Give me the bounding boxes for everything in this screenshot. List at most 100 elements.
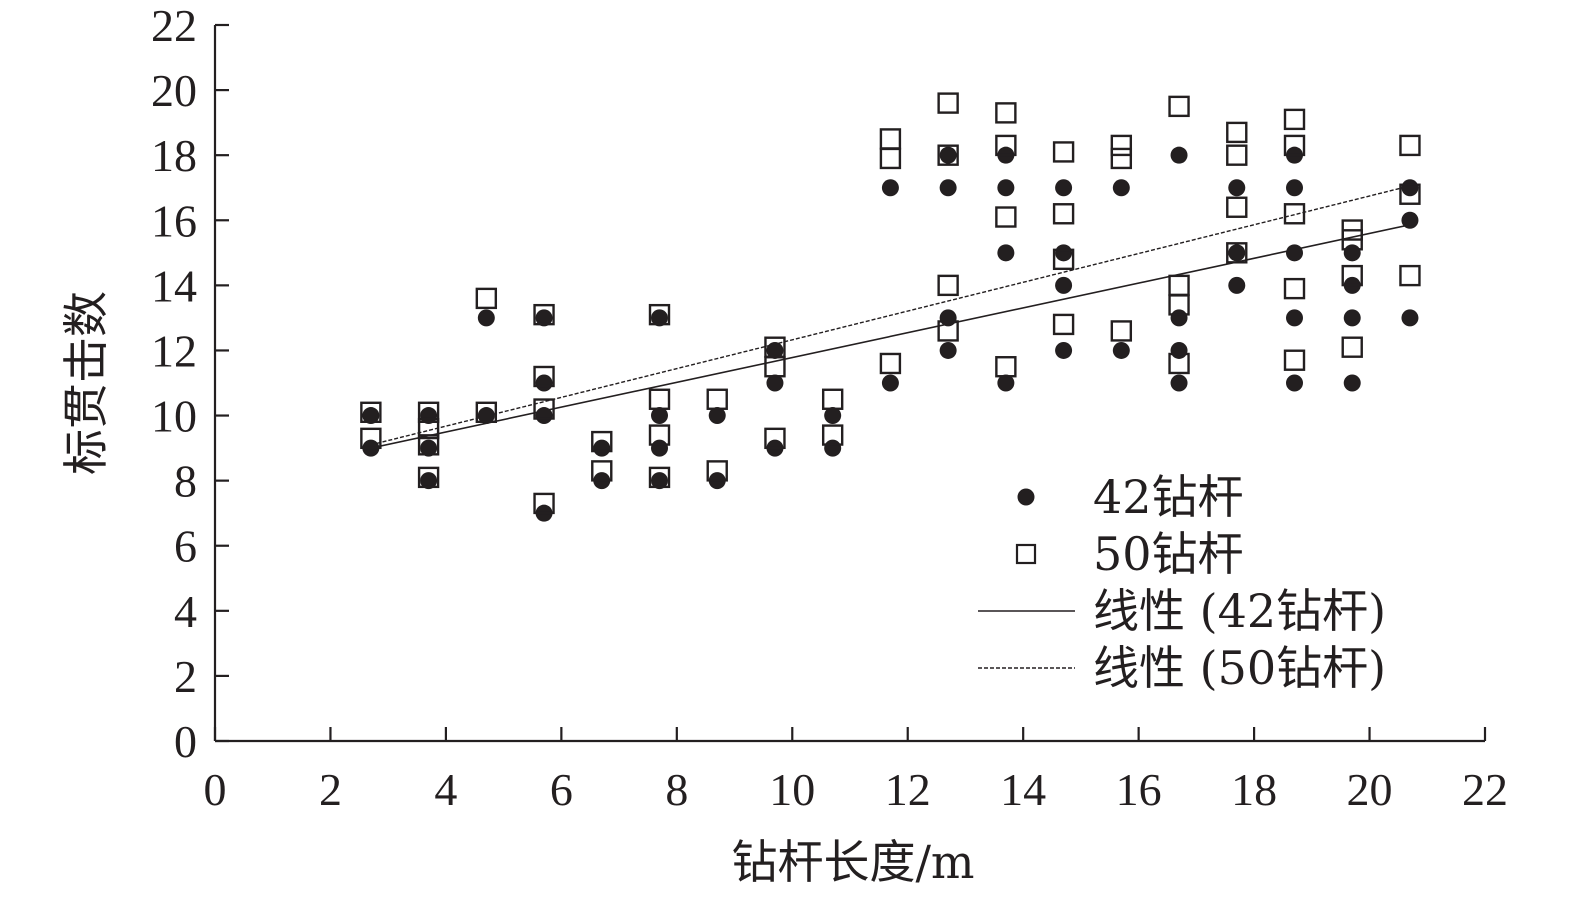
point-50 [879,128,902,150]
x-tick-label: 22 [1462,764,1508,815]
point-50 [1283,349,1306,371]
x-tick-label: 6 [550,764,573,815]
point-50 [591,460,613,482]
point-42 [708,407,726,425]
point-50 [1168,274,1190,297]
legend-symbols [978,488,1075,669]
point-42 [881,374,899,392]
point-50 [533,365,555,388]
point-50 [764,336,786,358]
point-42 [1112,341,1130,359]
point-42 [939,341,957,359]
point-50 [821,424,844,446]
x-tick-label: 10 [769,764,815,815]
point-50 [533,398,555,420]
point-50 [937,274,959,297]
point-50 [1226,196,1248,218]
point-42 [535,407,553,425]
point-50 [937,92,959,114]
point-50 [648,388,671,410]
x-tick-label: 4 [434,764,457,815]
point-42 [1170,146,1188,164]
point-42 [362,407,380,425]
point-50 [533,492,555,515]
y-tick-label: 12 [151,325,197,376]
point-50 [360,401,382,423]
point-50 [995,206,1017,228]
point-42 [881,179,899,197]
data-points [360,92,1421,522]
point-50 [475,287,498,310]
point-50 [1052,141,1075,163]
y-tick-label: 20 [151,65,197,116]
legend-label-linear-50: 线性 (50钻杆) [1093,641,1386,695]
point-42 [1286,309,1303,327]
point-50 [648,466,671,489]
y-tick-label: 14 [151,260,197,311]
point-42 [1286,179,1303,197]
legend-label-linear-42: 线性 (42钻杆) [1093,584,1386,638]
point-50 [648,303,671,326]
point-50 [1052,248,1075,271]
legend-label-42: 42钻杆 [1093,470,1244,524]
point-42 [939,179,957,197]
point-42 [593,439,611,457]
point-42 [997,244,1015,262]
point-50 [1399,264,1421,287]
point-42 [1401,179,1419,197]
x-tick-label: 20 [1347,764,1393,815]
point-50 [417,434,440,456]
point-42 [939,146,957,164]
point-50 [1168,352,1190,375]
point-50 [821,388,844,410]
point-42 [997,374,1015,392]
point-42 [651,309,668,327]
point-42 [766,341,784,359]
point-42 [1343,244,1361,262]
point-50 [1341,264,1363,287]
point-50 [1283,108,1306,131]
y-tick-label: 6 [174,521,197,572]
point-50 [417,401,440,423]
point-50 [879,352,902,375]
point-50 [1226,144,1248,166]
x-tick-label: 8 [665,764,688,815]
x-axis-title: 钻杆长度/m [731,835,974,889]
point-50 [1341,336,1363,358]
point-50 [591,430,613,453]
point-42 [1055,276,1073,294]
point-42 [1343,309,1361,327]
point-42 [1228,179,1246,197]
x-axis-ticks: 0 2 4 6 8 10 12 14 16 18 20 22 [204,727,1508,815]
y-tick-label: 4 [174,586,197,637]
x-tick-label: 0 [204,764,227,815]
point-50 [1168,95,1190,118]
point-50 [937,320,959,342]
y-tick-label: 2 [174,651,197,702]
point-42 [1228,244,1246,262]
point-42 [1401,211,1419,229]
trend-line-42 [370,222,1416,449]
point-50 [1341,219,1363,241]
point-50 [764,427,786,450]
point-50 [937,144,959,166]
legend: 42钻杆 50钻杆 线性 (42钻杆) 线性 (50钻杆) [978,470,1386,695]
point-50 [1283,277,1306,300]
point-50 [1283,134,1306,157]
legend-square-symbol [1015,543,1037,565]
x-tick-label: 12 [885,764,931,815]
point-42 [1401,309,1419,327]
y-tick-label: 18 [151,130,197,181]
y-tick-label: 16 [151,195,197,246]
legend-circle-symbol [1017,488,1035,506]
y-tick-label: 0 [174,716,197,767]
point-42 [824,439,842,457]
point-50 [995,102,1017,124]
y-axis-ticks: 0 2 4 6 8 10 12 14 16 18 20 22 [151,0,229,767]
point-50 [706,388,728,410]
point-50 [1399,134,1421,157]
point-50 [1110,147,1133,170]
point-42 [1055,341,1073,359]
point-50 [417,417,440,440]
